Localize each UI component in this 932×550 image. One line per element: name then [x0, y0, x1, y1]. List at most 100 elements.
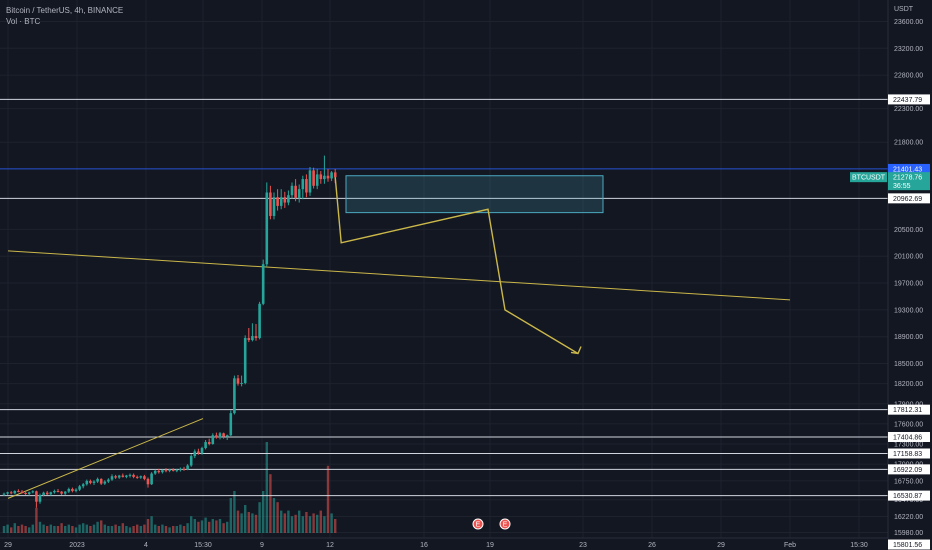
x-tick-label: 26 — [648, 542, 656, 549]
volume-bar — [49, 524, 52, 533]
candle-body — [24, 492, 27, 494]
volume-bar — [146, 519, 150, 533]
projection-path — [334, 177, 579, 355]
candle-body — [125, 475, 128, 477]
candle-body — [107, 479, 110, 482]
level-label: 17404.86 — [893, 434, 922, 441]
candle-body — [20, 491, 24, 493]
volume-bar — [38, 521, 42, 533]
symbol-title[interactable]: Bitcoin / TetherUS, 4h, BINANCE — [6, 6, 124, 15]
y-tick-label: 21800.00 — [894, 140, 923, 147]
candle-body — [35, 491, 38, 502]
volume-bar — [28, 527, 31, 533]
volume-bar — [236, 510, 240, 533]
candle-body — [103, 481, 107, 484]
volume-bar — [82, 523, 85, 533]
volume-bar — [161, 524, 164, 533]
volume-bar — [265, 442, 268, 533]
candle-body — [186, 465, 189, 470]
volume-bar — [157, 526, 160, 533]
level-label-box — [888, 490, 930, 501]
volume-bar — [301, 516, 304, 533]
volume-bar — [20, 524, 24, 533]
candle-body — [42, 492, 45, 495]
candle-body — [157, 470, 161, 473]
candle-body — [301, 179, 305, 190]
candle-body — [67, 488, 71, 492]
candle-body — [117, 475, 121, 478]
candle-body — [326, 175, 330, 179]
volume-bar — [254, 514, 258, 533]
candle-body — [294, 185, 297, 198]
candle-body — [215, 435, 218, 438]
x-tick-label: 15:30 — [850, 542, 868, 549]
volume-bar — [229, 498, 232, 533]
countdown-label: 36:55 — [893, 183, 911, 190]
volume-bar — [24, 526, 27, 533]
candle-body — [63, 491, 67, 494]
candle-body — [6, 492, 9, 494]
x-tick-label: 23 — [579, 542, 587, 549]
level-label-box — [888, 193, 930, 204]
level-label: 17812.31 — [893, 407, 922, 414]
x-tick-label: 15:30 — [194, 542, 212, 549]
candle-body — [193, 451, 197, 457]
candle-body — [279, 197, 283, 206]
level-label: 22437.79 — [893, 97, 922, 104]
candle-body — [92, 481, 96, 483]
candle-body — [222, 433, 225, 437]
volume-bar — [222, 523, 225, 533]
volume-indicator-label[interactable]: Vol · BTC — [6, 17, 41, 26]
volume-bar — [2, 526, 6, 533]
volume-bar — [193, 519, 196, 533]
candle-body — [96, 478, 99, 482]
level-label-box — [888, 431, 930, 442]
candle-body — [254, 336, 258, 339]
candle-body — [2, 493, 6, 495]
y-tick-label: 23200.00 — [894, 46, 923, 53]
candle-body — [146, 478, 150, 485]
y-tick-label: 18900.00 — [894, 334, 923, 341]
y-tick-label: 19700.00 — [894, 281, 923, 288]
candle-body — [225, 435, 229, 437]
volume-bar — [218, 519, 222, 533]
event-letter: E — [503, 522, 508, 529]
x-tick-label: 9 — [260, 542, 264, 549]
volume-bar — [330, 513, 333, 533]
volume-bar — [211, 519, 214, 533]
candle-body — [89, 480, 92, 483]
candle-body — [74, 489, 78, 491]
volume-bar — [121, 523, 124, 533]
candle-body — [207, 442, 211, 445]
volume-bar — [92, 524, 96, 533]
candle-body — [197, 451, 200, 454]
volume-bar — [67, 524, 70, 533]
volume-bar — [334, 519, 337, 533]
high-marker-box — [888, 163, 930, 174]
level-label: 16922.09 — [893, 467, 922, 474]
volume-bar — [103, 524, 106, 533]
level-label-box — [888, 539, 930, 550]
volume-bar — [240, 513, 243, 533]
candle-body — [312, 170, 315, 186]
candle-body — [85, 480, 89, 485]
candle-body — [114, 476, 117, 478]
volume-bar — [71, 526, 74, 533]
volume-bar — [298, 510, 301, 533]
candle-body — [283, 197, 287, 203]
volume-bar — [46, 526, 49, 533]
event-letter: E — [476, 522, 481, 529]
volume-bar — [247, 512, 250, 533]
volume-bar — [6, 524, 9, 533]
volume-bar — [139, 526, 142, 533]
x-tick-label: 19 — [486, 542, 494, 549]
volume-bar — [179, 524, 182, 533]
x-tick-label: 12 — [326, 542, 334, 549]
candle-body — [204, 442, 207, 449]
volume-bar — [319, 510, 322, 533]
volume-bar — [85, 524, 88, 533]
candle-body — [243, 338, 247, 383]
volume-bar — [78, 524, 81, 533]
volume-bar — [168, 527, 171, 533]
